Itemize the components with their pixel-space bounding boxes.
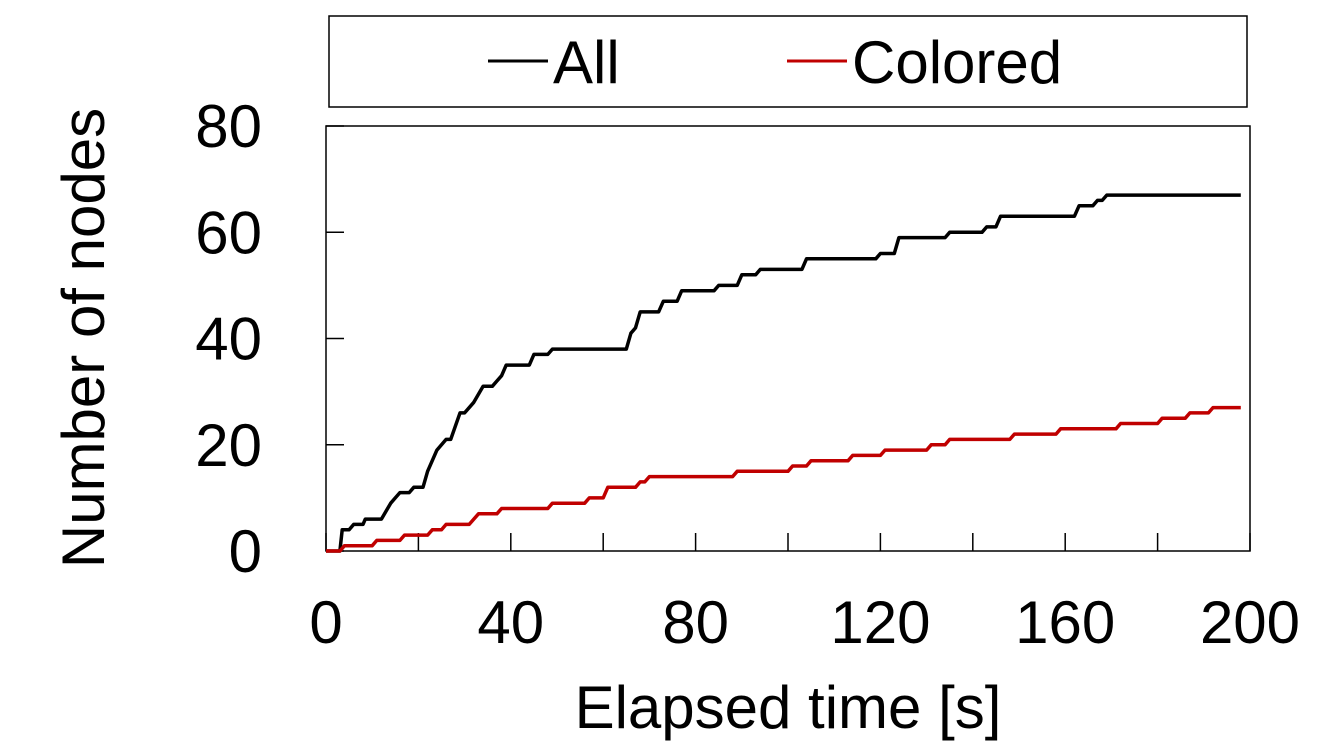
x-tick-label: 80 — [662, 589, 729, 656]
y-axis-ticks: 0 20 40 60 80 — [195, 93, 344, 585]
y-tick-label: 40 — [195, 306, 262, 373]
series-line-all — [326, 193, 1241, 553]
y-tick-label: 0 — [229, 518, 262, 585]
plot-area-frame — [325, 125, 1251, 552]
x-axis-title: Elapsed time [s] — [575, 674, 1002, 741]
legend-label-all: All — [553, 29, 620, 96]
legend-label-colored: Colored — [852, 29, 1062, 96]
y-tick-label: 20 — [195, 412, 262, 479]
series-line-colored — [326, 405, 1241, 553]
y-tick-label: 80 — [195, 93, 262, 160]
x-tick-label: 0 — [309, 589, 342, 656]
y-axis-title: Number of nodes — [50, 108, 117, 568]
x-tick-label: 120 — [830, 589, 930, 656]
x-tick-label: 200 — [1200, 589, 1300, 656]
series-layer — [326, 193, 1241, 553]
x-tick-label: 160 — [1015, 589, 1115, 656]
x-tick-label: 40 — [477, 589, 544, 656]
x-axis-ticks: 0 40 80 120 160 200 — [309, 533, 1300, 656]
y-tick-label: 60 — [195, 199, 262, 266]
